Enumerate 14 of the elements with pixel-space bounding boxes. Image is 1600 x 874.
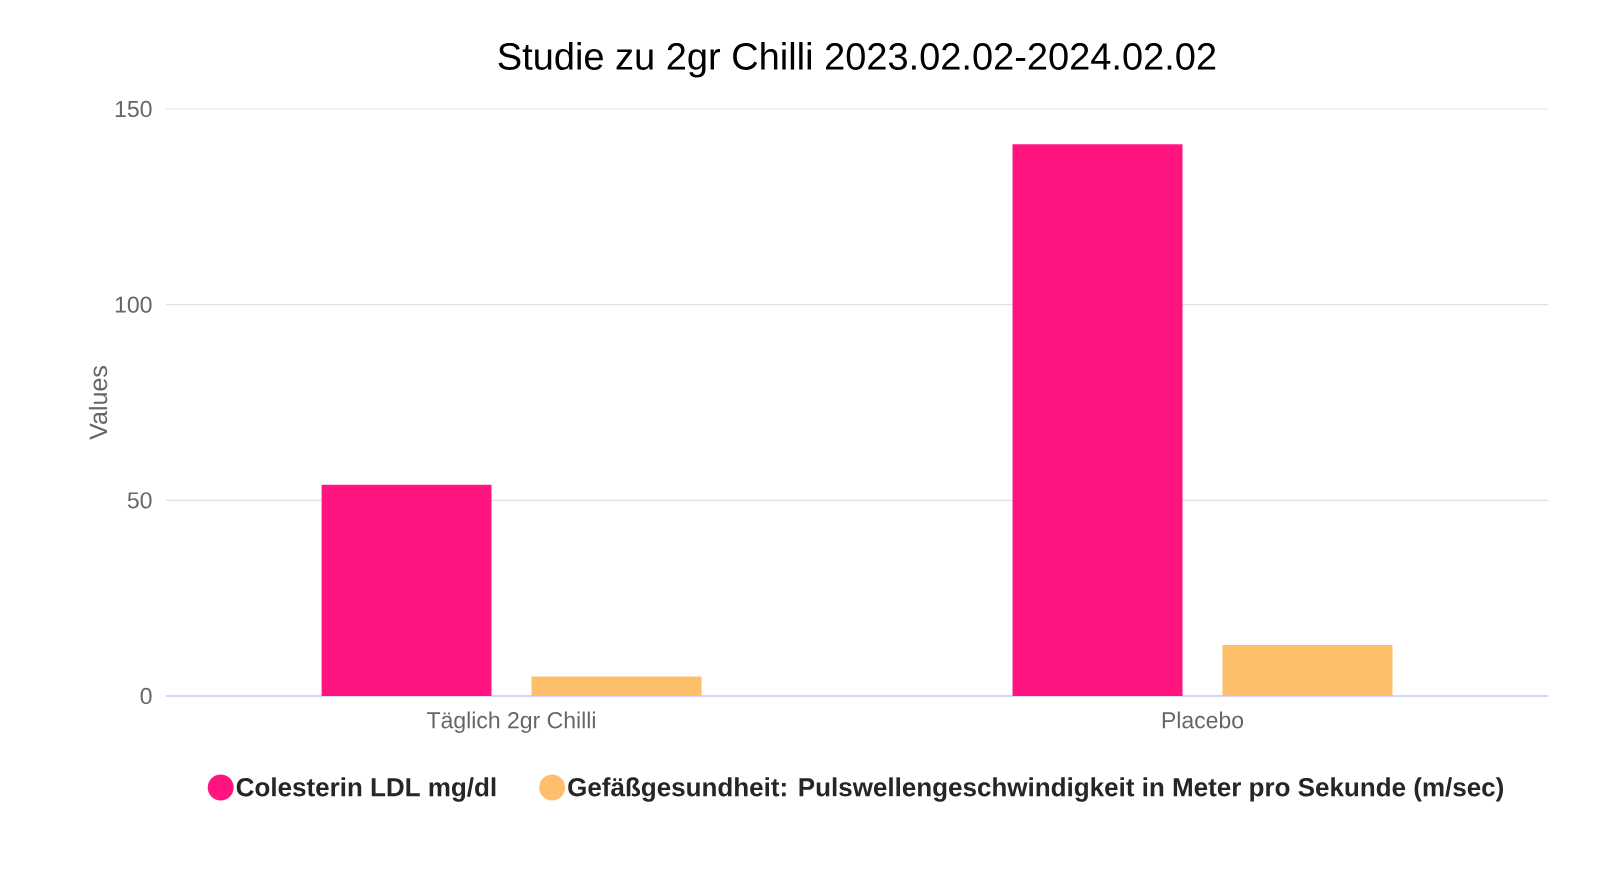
bar: [321, 484, 492, 696]
bar: [1012, 144, 1183, 696]
y-tick-label: 0: [140, 687, 152, 705]
y-tick-label: 100: [115, 296, 152, 313]
chart-title: Studie zu 2gr Chilli 2023.02.02-2024.02.02: [498, 42, 1216, 78]
y-tick-label: 50: [127, 492, 152, 509]
bar: [531, 676, 702, 696]
y-axis-title: Values: [88, 366, 108, 440]
y-tick-label: 150: [115, 100, 152, 118]
legend-label: Colesterin LDL mg/dl: [236, 777, 496, 802]
legend-label: Gefäßgesundheit: Pulswellengeschwindigkeit in Meter pro Sekunde (m/sec): [568, 777, 1504, 802]
x-tick-label: Täglich 2gr Chilli: [427, 711, 595, 733]
x-tick-label: Placebo: [1162, 711, 1244, 729]
bar: [1222, 645, 1393, 696]
